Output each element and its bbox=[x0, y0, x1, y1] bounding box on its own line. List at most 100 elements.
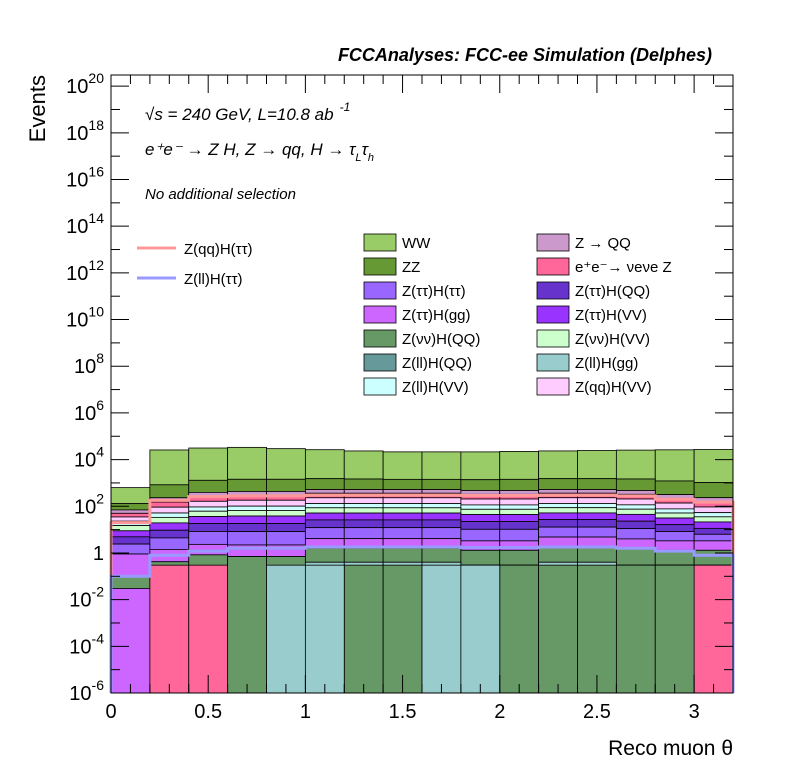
bar-z-h-vv-bin-1 bbox=[149, 516, 190, 524]
bar-z-h-vv-bin-12 bbox=[577, 507, 617, 514]
bar-z-h-qq-bin-12 bbox=[577, 546, 617, 563]
bar-z-qq-h-vv-bin-10 bbox=[499, 498, 540, 506]
y-tick-label: 1010 bbox=[66, 304, 104, 332]
legend-label-zz: ZZ bbox=[402, 259, 420, 276]
bar-zz-bin-8 bbox=[421, 478, 462, 490]
bar-ww-bin-4 bbox=[266, 448, 306, 480]
y-tick-base: 10 bbox=[74, 356, 96, 378]
bar-z-h-vv-bin-4 bbox=[266, 510, 306, 517]
bar-z-ll-h-vv-bin-12 bbox=[577, 503, 617, 509]
y-tick-base: 10 bbox=[66, 263, 88, 285]
legend-label-z-h-vv: Z(ττ)H(VV) bbox=[575, 307, 647, 324]
y-tick-exponent: 12 bbox=[88, 257, 104, 273]
legend-label-z-h: Z(ττ)H(ττ) bbox=[402, 283, 466, 300]
bar-z-h-vv-bin-12 bbox=[577, 512, 617, 521]
bar-z-h-vv-bin-14 bbox=[654, 512, 695, 519]
y-tick-base: 10 bbox=[66, 310, 88, 332]
bar-z-h-vv-bin-0 bbox=[110, 530, 151, 538]
bar-z-h-vv-bin-13 bbox=[615, 508, 656, 515]
bar-z-h-qq-front-bin-6 bbox=[343, 564, 384, 694]
legend-swatch-z-h-vv bbox=[536, 329, 570, 348]
y-tick-label: 1012 bbox=[66, 257, 104, 285]
y-tick-label: 10-4 bbox=[69, 630, 104, 658]
bar-z-h-vv-bin-9 bbox=[460, 508, 501, 515]
bar-z-qq-h-vv-bin-2 bbox=[188, 500, 229, 508]
legend-label-z-qq-h: Z(qq)H(ττ) bbox=[184, 241, 253, 258]
bar-z-h-qq-bin-4 bbox=[266, 523, 306, 533]
process-annotation: e⁺e⁻ → Z H, Z → qq, H → τLτh bbox=[145, 140, 374, 164]
legend-swatch-z-h bbox=[363, 281, 397, 300]
bar-zz-bin-10 bbox=[499, 478, 540, 491]
y-tick-exponent: 4 bbox=[96, 444, 104, 460]
y-tick-exponent: -2 bbox=[92, 584, 105, 600]
bar-z-h-vv-bin-2 bbox=[188, 510, 229, 517]
bar-z-h-qq-bin-7 bbox=[382, 519, 423, 529]
bar-z-h-qq-front-bin-12 bbox=[577, 564, 617, 694]
bar-z-h-vv-bin-11 bbox=[538, 507, 578, 514]
x-axis-label: Reco muon θ bbox=[608, 737, 733, 760]
bar-z-ll-h-vv-bin-4 bbox=[266, 505, 306, 511]
bar-z-h-bin-11 bbox=[538, 526, 578, 538]
bar-z-h-qq-bin-10 bbox=[499, 521, 540, 530]
bar-z-h-qq-bin-6 bbox=[343, 547, 384, 563]
bar-e-e-e-e-z-front-bin-15 bbox=[693, 564, 734, 694]
bar-ww-bin-12 bbox=[577, 450, 617, 480]
bar-zz-bin-7 bbox=[382, 478, 423, 490]
bar-z-h-vv-bin-13 bbox=[615, 513, 656, 522]
y-axis-label: Events bbox=[25, 75, 50, 142]
y-tick-exponent: 6 bbox=[96, 397, 104, 413]
chart-title: FCCAnalyses: FCC-ee Simulation (Delphes) bbox=[338, 45, 712, 65]
bar-zz-bin-2 bbox=[188, 479, 229, 493]
y-tick-base: 10 bbox=[69, 590, 91, 612]
bar-z-h-bin-8 bbox=[421, 527, 462, 540]
bar-ww-bin-2 bbox=[188, 447, 229, 481]
legend-swatch-z-ll-h-gg bbox=[536, 353, 570, 372]
bar-z-h-qq-bin-7 bbox=[382, 547, 423, 563]
bar-z-ll-h-vv-bin-14 bbox=[654, 508, 695, 514]
line-z-ll-h bbox=[109, 545, 735, 693]
bar-z-qq-h-vv-bin-11 bbox=[538, 497, 578, 504]
y-tick-base: 10 bbox=[69, 683, 91, 705]
bar-zz-bin-3 bbox=[227, 478, 267, 492]
bar-z-h-qq-front-bin-11 bbox=[538, 564, 578, 694]
y-tick-base: 10 bbox=[74, 450, 96, 472]
bar-z-ll-h-gg-front-bin-8 bbox=[421, 564, 462, 694]
bar-z-h-bin-1 bbox=[149, 537, 190, 550]
bar-z-ll-h-vv-bin-10 bbox=[499, 504, 540, 510]
bar-z-h-vv-bin-15 bbox=[693, 521, 734, 529]
bar-z-qq-h-vv-bin-8 bbox=[421, 497, 462, 504]
legend-swatch-zz bbox=[363, 257, 397, 276]
bar-z-qq-bin-7 bbox=[382, 489, 423, 494]
bar-z-ll-h-vv-bin-9 bbox=[460, 504, 501, 510]
process-text: e⁺e⁻ → Z H, Z → qq, H → τ bbox=[145, 140, 357, 159]
bar-z-h-bin-14 bbox=[654, 531, 695, 542]
bar-z-h-vv-bin-7 bbox=[382, 507, 423, 514]
bar-z-qq-bin-6 bbox=[343, 489, 384, 494]
bar-z-h-vv-bin-6 bbox=[343, 507, 384, 514]
y-tick-base: 10 bbox=[66, 170, 88, 192]
bar-z-h-vv-bin-11 bbox=[538, 512, 578, 521]
legend-swatch-z-h-vv bbox=[536, 305, 570, 324]
energy-exponent: -1 bbox=[340, 100, 351, 114]
y-tick-exponent: 8 bbox=[96, 350, 104, 366]
process-sub-1: L bbox=[355, 152, 361, 164]
bar-z-h-vv-bin-3 bbox=[227, 510, 267, 517]
bar-z-qq-bin-9 bbox=[460, 490, 501, 495]
bar-z-h-vv-bin-14 bbox=[654, 517, 695, 526]
legend-label-z-ll-h-vv: Z(ll)H(VV) bbox=[402, 379, 469, 396]
bar-ww-bin-15 bbox=[693, 449, 734, 483]
y-tick-exponent: 2 bbox=[96, 490, 104, 506]
y-tick-exponent: 20 bbox=[88, 70, 104, 86]
bar-z-qq-h-vv-bin-5 bbox=[304, 497, 345, 504]
bar-z-qq-h-vv-bin-9 bbox=[460, 498, 501, 506]
bar-ww-bin-7 bbox=[382, 451, 423, 480]
bar-zz-bin-12 bbox=[577, 478, 617, 490]
bar-z-qq-h-vv-bin-15 bbox=[693, 506, 734, 514]
bar-ww-bin-3 bbox=[227, 446, 267, 480]
bar-z-h-qq-bin-1 bbox=[149, 529, 190, 539]
y-tick-base: 10 bbox=[66, 76, 88, 98]
bar-ww-bin-11 bbox=[538, 450, 578, 480]
bar-z-h-vv-bin-5 bbox=[304, 512, 345, 521]
y-tick-exponent: 10 bbox=[88, 304, 104, 320]
